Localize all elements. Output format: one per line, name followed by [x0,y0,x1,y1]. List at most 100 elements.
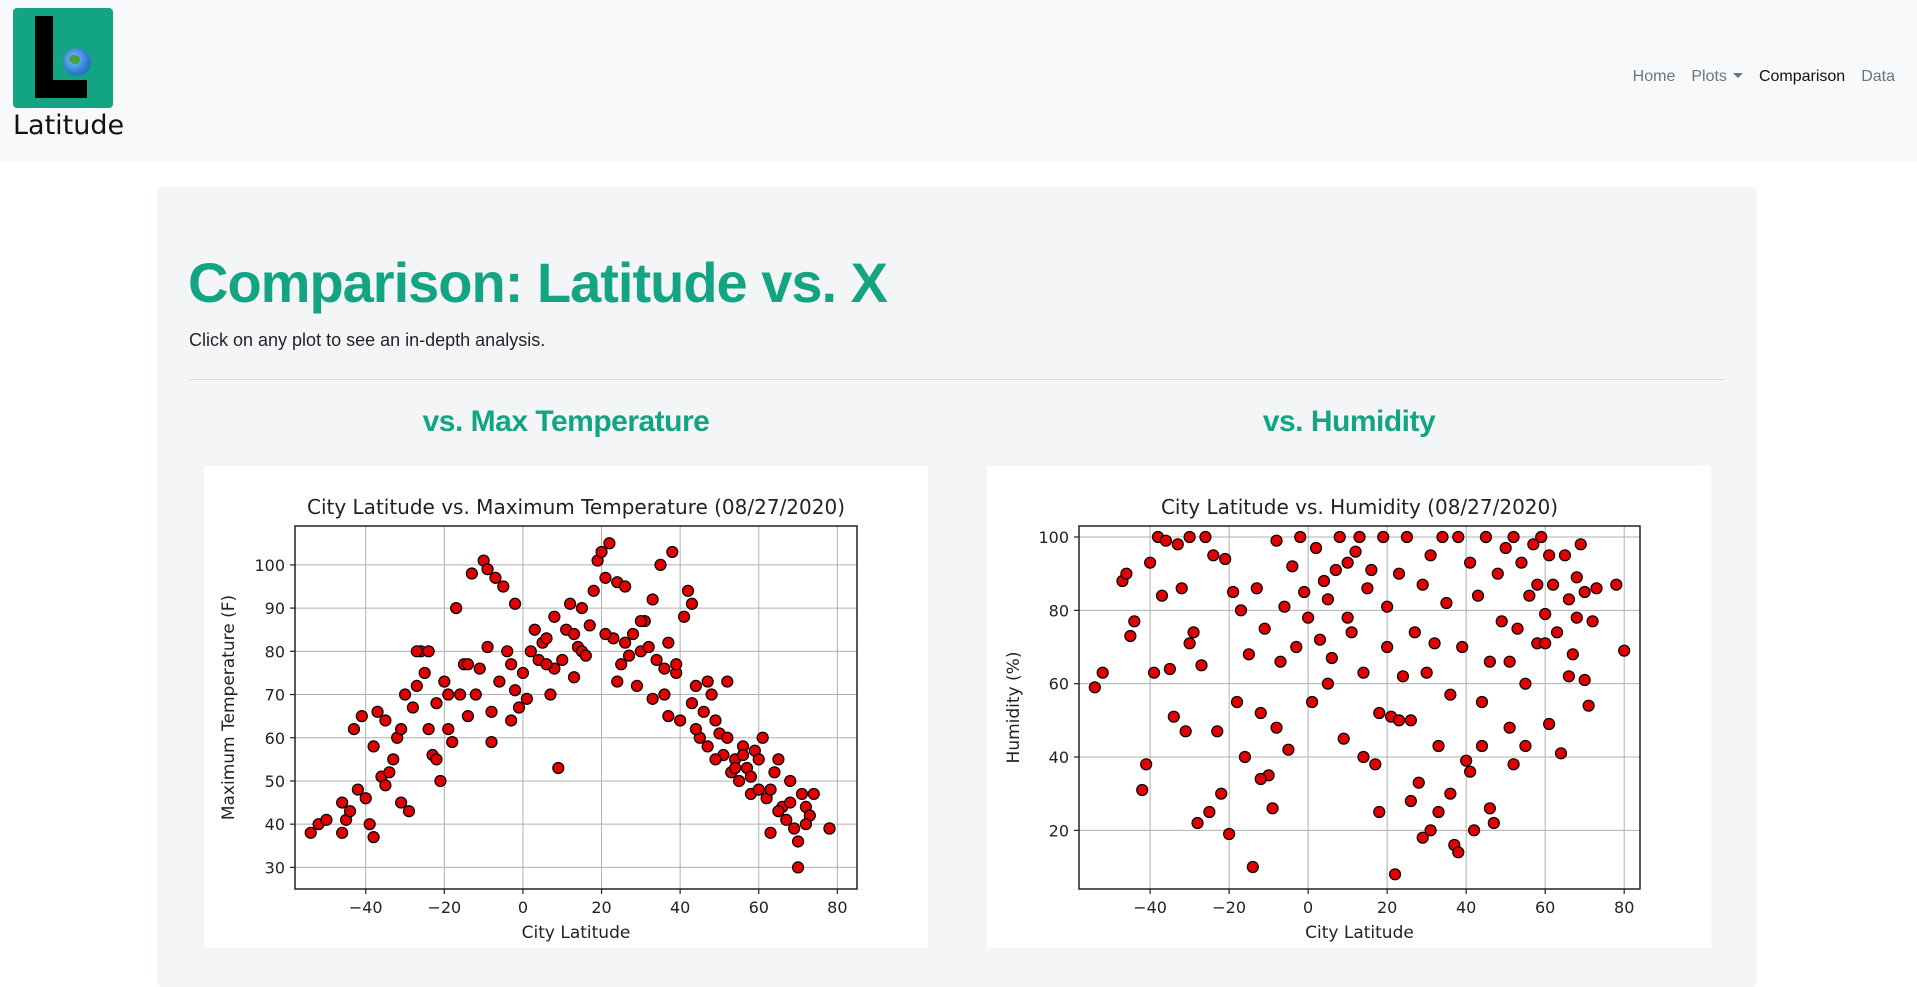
data-point [1191,816,1204,830]
data-point [434,774,447,788]
data-point [422,645,435,658]
data-point [634,614,647,628]
data-point [1452,530,1465,544]
data-point [1562,670,1575,683]
data-point [367,831,380,844]
data-point [1373,706,1386,720]
plot-card-humidity[interactable]: City Latitude vs. Humidity (08/27/2020) −… [987,466,1711,948]
data-point [1377,530,1390,544]
data-point [520,692,533,705]
data-point [1226,585,1240,599]
data-point [1543,549,1556,562]
data-point [501,645,514,658]
x-tick-label: 60 [749,898,769,917]
data-point [481,640,494,654]
y-tick-label: 100 [1038,528,1069,547]
data-point [1416,831,1429,844]
x-axis-label: City Latitude [522,923,631,943]
data-point [450,602,463,615]
nav-plots-dropdown[interactable]: Plots [1683,68,1751,86]
data-point [658,688,671,701]
data-point [729,761,742,775]
nav-comparison[interactable]: Comparison [1758,68,1846,85]
chart-title: City Latitude vs. Humidity (08/27/2020) [1161,495,1558,519]
data-point [1159,534,1173,547]
data-point [1432,805,1445,819]
data-point [1550,626,1564,639]
page-subtitle: Click on any plot to see an in-depth ana… [189,330,546,350]
nav-data[interactable]: Data [1861,68,1895,85]
data-point [1428,637,1441,650]
brand-link[interactable]: Latitude [13,8,124,141]
data-point [1357,666,1370,679]
data-point [732,774,746,788]
x-tick-label: 20 [1377,898,1397,917]
data-point [784,774,797,788]
data-point [752,783,765,796]
y-tick-label: 40 [1049,748,1069,767]
data-point [1155,589,1169,602]
data-point [1349,545,1362,558]
data-point [567,627,581,641]
data-point [697,705,710,718]
data-point [1290,640,1303,654]
data-point [1566,648,1579,661]
data-point [642,640,655,654]
data-point [1270,721,1283,734]
y-tick-label: 20 [1049,821,1069,840]
data-point [1128,615,1141,628]
data-point [493,675,506,688]
data-point [1570,611,1583,624]
data-point [807,787,820,801]
x-tick-label: −20 [1212,898,1246,917]
data-point [1499,541,1512,555]
data-point [489,571,502,584]
data-point [1270,534,1283,547]
x-tick-label: −40 [349,898,383,917]
data-point [791,861,805,874]
data-point [1404,714,1417,727]
data-point [1523,589,1536,602]
data-point [1305,695,1319,709]
data-point [1199,530,1212,544]
page-title: Comparison: Latitude vs. X [188,251,888,314]
data-point [395,796,408,809]
data-point [1574,538,1587,551]
data-point [1242,648,1255,661]
data-point [681,584,695,597]
data-point [469,688,482,701]
data-point [1211,725,1224,738]
data-point [1618,644,1631,657]
data-point [1120,567,1133,580]
data-point [1515,556,1528,569]
data-point [1460,754,1473,767]
data-point [1183,637,1196,650]
data-point [1365,563,1378,577]
data-point [705,688,718,701]
data-point [1341,556,1354,569]
data-point [351,783,364,796]
data-point [1313,633,1327,646]
nav-home[interactable]: Home [1632,68,1676,85]
plot-card-max-temperature[interactable]: City Latitude vs. Maximum Temperature (0… [204,466,928,948]
data-point [744,770,757,783]
data-point [406,701,420,714]
data-point [398,688,412,701]
data-point [1175,582,1188,595]
data-point [1309,541,1323,555]
data-point [359,792,372,805]
data-point [367,740,380,753]
data-point [508,597,522,610]
data-point [524,645,537,658]
x-tick-label: 0 [1303,898,1313,917]
data-point [823,822,836,835]
plot-heading-humidity: vs. Humidity [1262,405,1436,438]
data-point [1337,732,1350,745]
data-point [1586,615,1599,628]
data-point [1531,578,1544,591]
data-point [1388,868,1402,881]
data-point [1369,758,1382,771]
x-tick-label: 80 [1614,898,1634,917]
data-point [540,632,553,645]
data-point [611,675,624,688]
